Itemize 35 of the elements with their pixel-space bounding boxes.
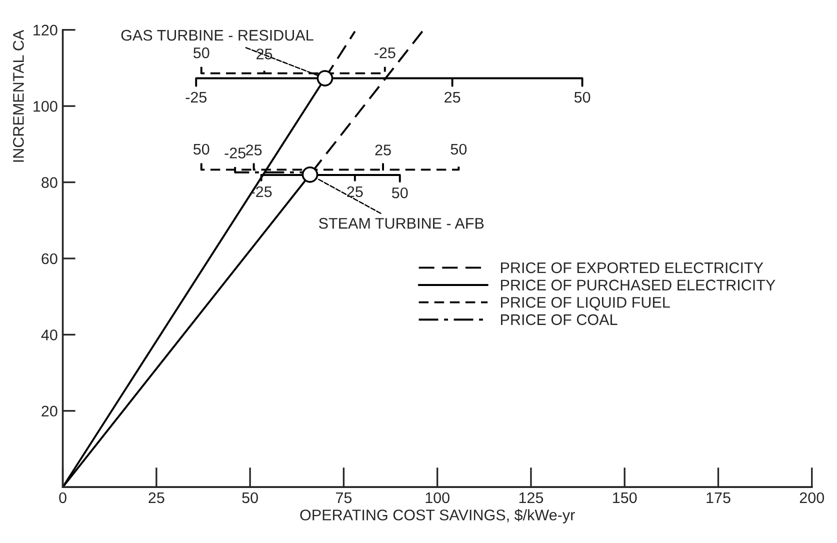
y-tick-label: 120 xyxy=(34,24,58,36)
annotation: 25 xyxy=(246,144,262,156)
legend-label: PRICE OF EXPORTED ELECTRICITY xyxy=(501,262,764,274)
legend-label: PRICE OF COAL xyxy=(501,314,618,326)
annotation: 25 xyxy=(375,144,391,156)
y-tick-label: 100 xyxy=(34,100,58,112)
y-tick-label: 60 xyxy=(42,253,58,264)
annotation: STEAM TURBINE - AFB xyxy=(319,218,484,229)
legend-label: PRICE OF PURCHASED ELECTRICITY xyxy=(501,280,776,290)
annotation: 50 xyxy=(574,92,590,103)
annotation: 50 xyxy=(450,144,467,155)
x-tick-label: 25 xyxy=(148,492,164,504)
annotation: -25 xyxy=(224,148,246,158)
y-tick-label: 40 xyxy=(41,330,58,340)
x-tick-label: 175 xyxy=(706,492,730,504)
annotation: 25 xyxy=(347,186,363,198)
annotation: 50 xyxy=(193,144,210,155)
annotation: 25 xyxy=(444,92,460,103)
y-axis-title: INCREMENTAL CA xyxy=(13,30,24,162)
x-axis-title: OPERATING COST SAVINGS, $/kWe-yr xyxy=(300,508,575,524)
x-tick-label: 150 xyxy=(613,492,637,504)
x-tick-label: 100 xyxy=(426,492,450,504)
x-tick-label: 125 xyxy=(519,492,544,504)
x-tick-label: 200 xyxy=(800,492,824,504)
annotation: -25 xyxy=(374,47,396,58)
annotation: 50 xyxy=(392,187,408,198)
x-tick-label: 50 xyxy=(242,492,258,504)
y-tick-label: 80 xyxy=(42,177,58,188)
y-tick-label: 20 xyxy=(42,406,58,417)
x-tick-label: 75 xyxy=(336,492,352,504)
x-tick-label: 0 xyxy=(59,492,66,504)
annotation: 50 xyxy=(193,47,210,58)
legend-label: PRICE OF LIQUID FUEL xyxy=(501,296,670,311)
annotation: -25 xyxy=(186,92,207,103)
annotation: GAS TURBINE - RESIDUAL xyxy=(121,30,314,41)
